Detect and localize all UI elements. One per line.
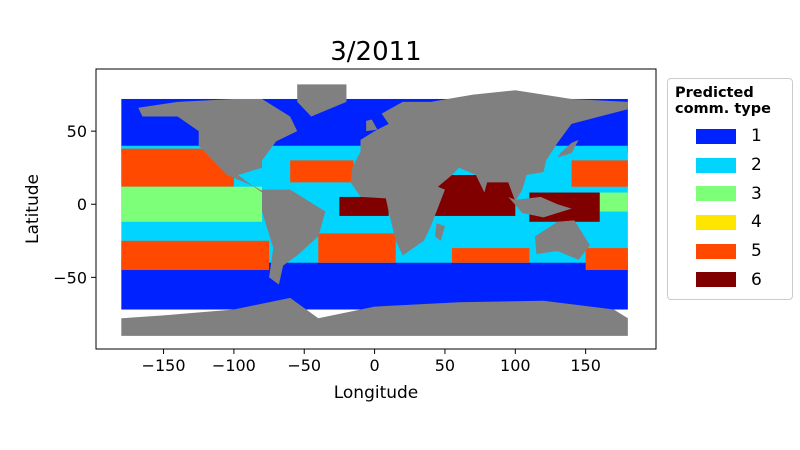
land-australia bbox=[534, 220, 590, 260]
region-type-6 bbox=[339, 196, 389, 216]
legend-entry-5: 5 bbox=[668, 237, 792, 266]
x-tick-label: 100 bbox=[500, 356, 531, 375]
legend-title-line-1: Predicted bbox=[675, 85, 754, 101]
x-tick-label: 0 bbox=[369, 356, 379, 375]
region-type-3 bbox=[121, 186, 263, 222]
land-antarctica bbox=[121, 297, 628, 336]
legend-entry-2: 2 bbox=[668, 151, 792, 180]
region-type-5 bbox=[451, 248, 530, 263]
axes-frame bbox=[95, 68, 657, 350]
legend-entry-1: 1 bbox=[668, 122, 792, 151]
land-eurasia-africa bbox=[350, 90, 628, 256]
y-axis-label: Latitude bbox=[23, 174, 43, 244]
x-tick-label: −100 bbox=[212, 356, 256, 375]
region-type-5 bbox=[121, 240, 270, 271]
legend-label: 2 bbox=[751, 155, 762, 176]
legend-title: Predicted comm. type bbox=[675, 85, 792, 117]
legend-label: 3 bbox=[751, 183, 762, 204]
land-south-america bbox=[262, 189, 326, 285]
y-tick-label: 0 bbox=[77, 195, 87, 214]
chart-title: 3/2011 bbox=[330, 37, 421, 67]
y-tick-label: −50 bbox=[53, 268, 87, 287]
x-tick-label: 150 bbox=[570, 356, 601, 375]
x-tick-label: −50 bbox=[287, 356, 321, 375]
region-type-3 bbox=[599, 192, 628, 212]
legend-swatch bbox=[696, 128, 736, 144]
land-uk bbox=[366, 119, 378, 132]
legend-label: 4 bbox=[751, 212, 762, 233]
y-tick-label: 50 bbox=[67, 122, 87, 141]
y-axis: 50 0 −50 bbox=[53, 122, 96, 287]
legend-entry-4: 4 bbox=[668, 208, 792, 237]
land-madagascar bbox=[435, 223, 445, 241]
legend-label: 1 bbox=[751, 126, 762, 147]
region-type-5 bbox=[585, 248, 628, 271]
land-indonesia bbox=[508, 196, 572, 218]
legend-label: 6 bbox=[751, 269, 762, 290]
legend-swatch bbox=[696, 214, 736, 230]
land-north-america bbox=[138, 98, 298, 193]
x-tick-label: 50 bbox=[435, 356, 455, 375]
legend-entry-3: 3 bbox=[668, 179, 792, 208]
x-tick-label: −150 bbox=[142, 356, 186, 375]
x-axis: −150 −100 −50 0 50 100 150 bbox=[142, 349, 601, 375]
legend-title-line-2: comm. type bbox=[675, 101, 771, 117]
legend-swatch bbox=[696, 272, 736, 288]
region-type-5 bbox=[318, 233, 396, 263]
legend-swatch bbox=[696, 243, 736, 259]
region-type-5 bbox=[290, 160, 354, 183]
legend: Predicted comm. type 1 2 3 4 5 6 bbox=[667, 78, 793, 300]
legend-entry-6: 6 bbox=[668, 265, 792, 294]
legend-swatch bbox=[696, 186, 736, 202]
legend-label: 5 bbox=[751, 241, 762, 262]
legend-swatch bbox=[696, 157, 736, 173]
x-axis-label: Longitude bbox=[334, 383, 419, 403]
plot-area bbox=[121, 84, 628, 336]
land-greenland bbox=[297, 84, 347, 117]
land-japan bbox=[557, 139, 579, 158]
region-type-5 bbox=[571, 160, 628, 187]
